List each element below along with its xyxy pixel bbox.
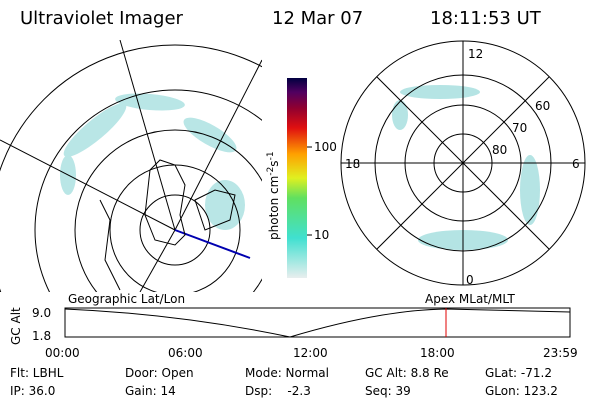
colorbar-label: photon cm-2s-1	[266, 151, 281, 240]
time: 18:11:53 UT	[430, 8, 542, 29]
lat-label: 70	[512, 121, 527, 135]
y-tick-label: 1.8	[32, 329, 51, 343]
colorbar-tick-label: 10	[314, 228, 329, 242]
colorbar	[287, 78, 307, 278]
hour-label: 6	[572, 157, 580, 171]
title: Ultraviolet Imager	[20, 8, 184, 29]
exponent: -2	[266, 167, 276, 176]
info-panel: Flt: LBHL Door: Open Mode: Normal GC Alt: 8…	[10, 366, 558, 398]
polar-title: Apex MLat/MLT	[425, 292, 515, 306]
map-title: Geographic Lat/Lon	[68, 292, 185, 306]
info-field: GLat: -71.2	[485, 366, 552, 380]
info-field: Gain: 14	[125, 384, 176, 398]
x-tick-label: 23:59	[543, 346, 578, 360]
altitude-ylabel: GC Alt	[9, 307, 23, 345]
y-tick-label: 9.0	[32, 306, 51, 320]
x-tick-label: 12:00	[293, 346, 328, 360]
polar-plot: 12 18 6 0 60 70 80	[340, 40, 586, 287]
info-field: GLon: 123.2	[485, 384, 558, 398]
hour-label: 18	[345, 157, 360, 171]
unit: s	[267, 160, 281, 166]
date: 12 Mar 07	[272, 8, 363, 29]
info-field: Seq: 39	[365, 384, 411, 398]
info-field: Dsp: -2.3	[245, 384, 311, 398]
altitude-curve	[64, 308, 571, 338]
unit: photon cm	[267, 176, 281, 240]
x-tick-label: 18:00	[420, 346, 455, 360]
geographic-map	[0, 40, 262, 292]
colorbar-tick-label: 100	[314, 140, 337, 154]
lat-label: 80	[492, 143, 507, 157]
exponent: -1	[266, 151, 276, 160]
x-tick-label: 00:00	[45, 346, 80, 360]
info-field: Mode: Normal	[245, 366, 329, 380]
hour-label: 0	[466, 273, 474, 287]
info-field: GC Alt: 8.8 Re	[365, 366, 449, 380]
lat-label: 60	[535, 99, 550, 113]
info-field: Door: Open	[125, 366, 194, 380]
x-tick-label: 06:00	[168, 346, 203, 360]
info-field: IP: 36.0	[10, 384, 55, 398]
info-field: Flt: LBHL	[10, 366, 64, 380]
altitude-frame	[64, 307, 571, 338]
hour-label: 12	[468, 47, 483, 61]
